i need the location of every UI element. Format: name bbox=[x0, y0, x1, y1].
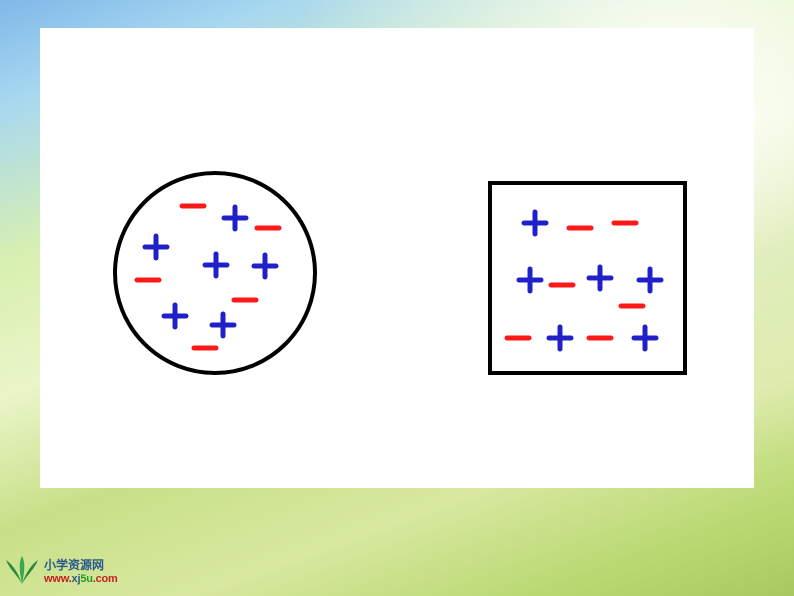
watermark-text: 小学资源网 www.xj5u.com bbox=[44, 559, 118, 584]
leaf-logo-icon bbox=[4, 554, 40, 590]
charge-diagram bbox=[40, 28, 754, 488]
watermark-cn: 小学资源网 bbox=[44, 559, 118, 572]
watermark-url: www.xj5u.com bbox=[44, 573, 118, 585]
slide-card bbox=[40, 28, 754, 488]
watermark: 小学资源网 www.xj5u.com bbox=[4, 554, 118, 590]
